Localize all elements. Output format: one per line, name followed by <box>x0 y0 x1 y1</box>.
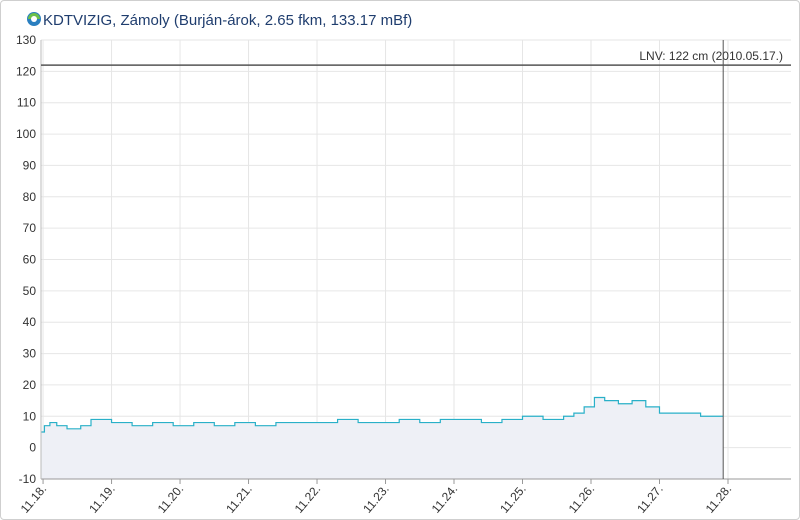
y-tick-label: 40 <box>23 315 37 329</box>
logo-icon <box>27 12 41 26</box>
y-tick-label: 80 <box>23 190 37 204</box>
reference-label: LNV: 122 cm (2010.05.17.) <box>639 49 783 63</box>
y-tick-label: 90 <box>23 158 37 172</box>
x-tick-label: 11.25. <box>497 482 529 516</box>
x-tick-label: 11.26. <box>566 482 598 516</box>
y-tick-label: 60 <box>23 253 37 267</box>
y-tick-label: 50 <box>23 284 37 298</box>
y-tick-label: -10 <box>19 472 37 486</box>
y-tick-label: 0 <box>29 441 36 455</box>
y-tick-label: 70 <box>23 221 37 235</box>
y-tick-label: 120 <box>16 64 36 78</box>
y-tick-label: 20 <box>23 378 37 392</box>
x-tick-label: 11.28. <box>703 482 735 516</box>
x-tick-label: 11.20. <box>155 482 187 516</box>
chart-title: KDTVIZIG, Zámoly (Burján-árok, 2.65 fkm,… <box>43 12 412 29</box>
y-tick-label: 130 <box>16 33 36 47</box>
x-tick-label: 11.23. <box>360 482 392 516</box>
y-tick-label: 110 <box>17 96 36 110</box>
y-tick-label: 30 <box>23 347 37 361</box>
x-tick-label: 11.18. <box>18 482 50 516</box>
x-tick-label: 11.27. <box>634 482 666 516</box>
y-tick-label: 10 <box>23 409 37 423</box>
x-tick-label: 11.19. <box>86 482 118 516</box>
y-tick-label: 100 <box>16 127 36 141</box>
x-tick-label: 11.21. <box>223 482 255 516</box>
line <box>41 396 724 433</box>
area <box>41 397 724 479</box>
x-tick-label: 11.22. <box>292 482 324 516</box>
x-tick-label: 11.24. <box>429 482 461 516</box>
